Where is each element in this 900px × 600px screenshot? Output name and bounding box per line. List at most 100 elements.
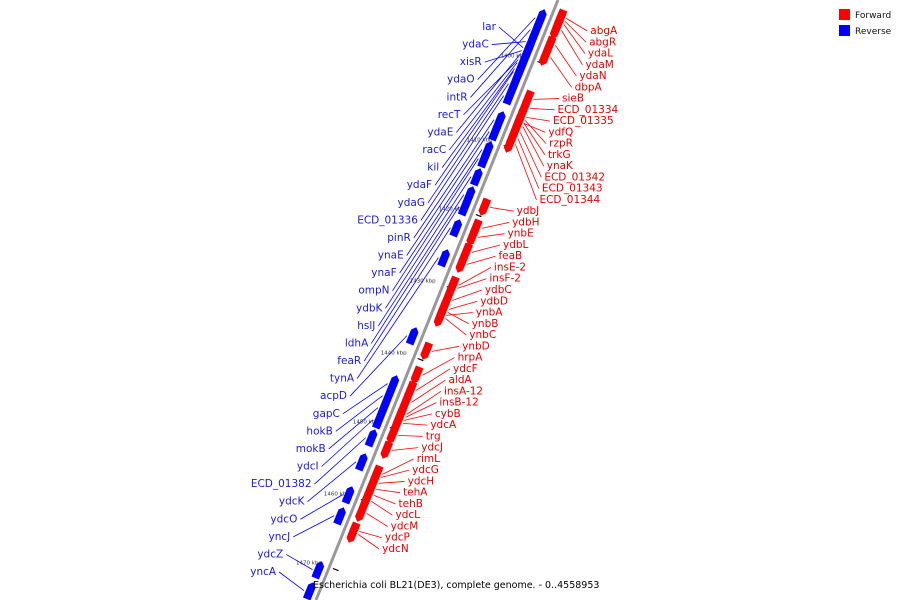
gene-label-forward[interactable]: ydcH (408, 475, 435, 487)
reverse-gene-feature[interactable] (457, 198, 471, 217)
reverse-gene-feature[interactable] (355, 453, 368, 472)
reverse-gene-feature[interactable] (333, 507, 346, 526)
forward-gene-feature[interactable] (355, 503, 368, 522)
reverse-gene-feature[interactable] (311, 561, 325, 580)
reverse-gene-feature[interactable] (469, 168, 483, 187)
gene-label-reverse[interactable]: ECD_01382 (251, 478, 312, 490)
gene-label-reverse[interactable]: ydcO (270, 513, 297, 525)
gene-label-reverse[interactable]: ompN (358, 285, 389, 297)
gene-label-forward[interactable]: ydcA (430, 419, 457, 431)
gene-label-reverse[interactable]: ynaF (371, 267, 396, 279)
gene-label-forward[interactable]: tehA (403, 487, 428, 499)
reverse-gene-feature[interactable] (529, 21, 542, 40)
gene-label-forward[interactable]: dbpA (575, 81, 603, 93)
gene-label-reverse[interactable]: ydaF (407, 179, 432, 191)
gene-label-forward[interactable]: abgR (589, 36, 616, 48)
gene-label-forward[interactable]: hrpA (458, 352, 484, 364)
gene-label-reverse[interactable]: ydbK (356, 302, 384, 314)
reverse-gene-feature[interactable] (364, 429, 378, 448)
reverse-gene-feature[interactable] (405, 327, 419, 346)
gene-label-forward[interactable]: ydcM (391, 520, 419, 532)
gene-label-forward[interactable]: ydcF (453, 363, 478, 375)
gene-label-forward[interactable]: ydaN (579, 70, 606, 82)
gene-label-forward[interactable]: ydbJ (517, 205, 540, 217)
gene-label-reverse[interactable]: racC (422, 144, 446, 156)
gene-label-forward[interactable]: ydbD (480, 295, 508, 307)
gene-label-forward[interactable]: ydcJ (421, 442, 443, 454)
reverse-gene-feature[interactable] (437, 249, 450, 268)
reverse-gene-feature[interactable] (341, 486, 355, 505)
gene-label-reverse[interactable]: ydcK (279, 496, 306, 508)
gene-label-forward[interactable]: trkG (548, 149, 571, 161)
gene-label-forward[interactable]: ynaK (547, 160, 574, 172)
gene-label-reverse[interactable]: gapC (313, 408, 340, 420)
forward-gene-feature[interactable] (466, 227, 480, 246)
gene-label-forward[interactable]: ydbL (503, 239, 529, 251)
gene-label-forward[interactable]: ynbE (508, 228, 534, 240)
reverse-gene-feature[interactable] (477, 150, 490, 169)
forward-gene-feature[interactable] (478, 197, 492, 216)
reverse-gene-feature[interactable] (488, 123, 501, 142)
gene-label-forward[interactable]: ynbB (472, 318, 499, 330)
forward-gene-feature[interactable] (420, 341, 434, 360)
gene-label-forward[interactable]: ynbD (462, 340, 490, 352)
reverse-gene-feature[interactable] (302, 582, 316, 600)
gene-label-forward[interactable]: sieB (562, 93, 584, 105)
gene-label-forward[interactable]: ynbC (469, 329, 496, 341)
gene-label-forward[interactable]: ynbA (476, 307, 504, 319)
forward-gene-feature[interactable] (455, 254, 469, 273)
gene-label-reverse[interactable]: ydcI (297, 461, 319, 473)
gene-label-forward[interactable]: ydaL (588, 48, 613, 60)
forward-gene-feature[interactable] (346, 524, 360, 543)
gene-label-forward[interactable]: ydbC (485, 284, 512, 296)
gene-label-forward[interactable]: insE-2 (494, 261, 526, 273)
gene-label-forward[interactable]: insA-12 (444, 385, 483, 397)
forward-gene-feature[interactable] (549, 20, 563, 39)
gene-label-forward[interactable]: rimL (417, 453, 440, 465)
gene-label-reverse[interactable]: hslJ (357, 320, 375, 332)
forward-gene-feature[interactable] (433, 308, 447, 327)
gene-label-forward[interactable]: ECD_01334 (557, 104, 618, 116)
gene-label-reverse[interactable]: ynaE (378, 250, 404, 262)
gene-label-forward[interactable]: aldA (448, 374, 472, 386)
gene-label-reverse[interactable]: yncA (250, 566, 277, 578)
gene-label-reverse[interactable]: feaR (337, 355, 361, 367)
gene-label-reverse[interactable]: ydaG (398, 197, 425, 209)
gene-label-reverse[interactable]: ydaC (462, 39, 489, 51)
gene-label-reverse[interactable]: lar (482, 21, 496, 33)
gene-label-forward[interactable]: ydcP (385, 532, 410, 544)
gene-label-forward[interactable]: ECD_01335 (553, 115, 614, 127)
gene-label-reverse[interactable]: acpD (320, 390, 347, 402)
gene-label-reverse[interactable]: yncJ (269, 531, 291, 543)
gene-label-forward[interactable]: cybB (435, 408, 461, 420)
forward-gene-feature[interactable] (503, 134, 517, 153)
gene-label-forward[interactable]: ECD_01343 (542, 183, 603, 195)
reverse-gene-feature[interactable] (371, 411, 385, 430)
gene-label-forward[interactable]: insF-2 (489, 273, 521, 285)
gene-label-forward[interactable]: rzpR (549, 138, 573, 150)
gene-label-forward[interactable]: ydaM (585, 59, 613, 71)
gene-label-reverse[interactable]: pinR (387, 232, 411, 244)
gene-label-forward[interactable]: insB-12 (439, 397, 478, 409)
gene-label-reverse[interactable]: ydaE (427, 126, 453, 138)
gene-label-reverse[interactable]: ECD_01336 (357, 214, 418, 226)
gene-label-reverse[interactable]: recT (438, 109, 461, 121)
reverse-gene-feature[interactable] (449, 219, 463, 238)
gene-label-reverse[interactable]: xisR (460, 56, 482, 68)
gene-label-forward[interactable]: abgA (590, 25, 618, 37)
gene-label-reverse[interactable]: mokB (296, 443, 326, 455)
forward-gene-feature[interactable] (386, 425, 400, 444)
gene-label-forward[interactable]: ydcN (382, 543, 409, 555)
gene-label-reverse[interactable]: ldhA (345, 337, 369, 349)
gene-label-reverse[interactable]: hokB (306, 425, 332, 437)
gene-label-forward[interactable]: ydcG (412, 464, 439, 476)
forward-gene-feature[interactable] (410, 365, 424, 384)
gene-label-forward[interactable]: ydbH (512, 216, 539, 228)
gene-label-forward[interactable]: ECD_01344 (539, 194, 600, 206)
gene-label-reverse[interactable]: ydcZ (257, 548, 283, 560)
gene-label-forward[interactable]: trg (426, 430, 441, 442)
gene-label-forward[interactable]: feaB (498, 250, 522, 262)
gene-label-forward[interactable]: ECD_01342 (544, 171, 605, 183)
gene-label-reverse[interactable]: ydaO (447, 74, 475, 86)
gene-label-reverse[interactable]: intR (447, 91, 468, 103)
